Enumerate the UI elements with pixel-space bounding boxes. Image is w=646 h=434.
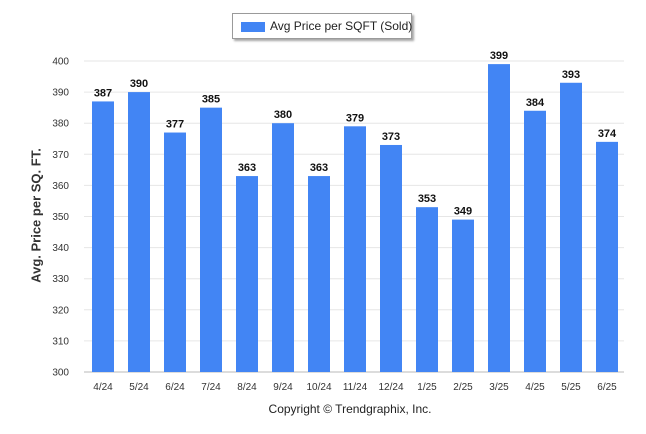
data-label: 399 — [490, 50, 508, 62]
data-label: 393 — [562, 69, 580, 81]
y-tick-label: 400 — [52, 57, 69, 68]
y-tick-label: 340 — [52, 243, 69, 254]
y-tick-label: 360 — [52, 181, 69, 192]
x-tick-label: 5/24 — [129, 382, 149, 393]
data-label: 374 — [598, 128, 617, 140]
copyright-text: Copyright © Trendgraphix, Inc. — [268, 402, 432, 416]
y-tick-label: 300 — [52, 368, 69, 379]
data-label: 349 — [454, 206, 472, 218]
x-tick-label: 9/24 — [273, 382, 293, 393]
bar — [524, 110, 546, 372]
data-label: 385 — [202, 94, 220, 106]
data-label: 387 — [94, 87, 112, 99]
y-tick-label: 390 — [52, 88, 69, 99]
data-labels: 387 390 377 385 363 380 363 379 373 353 349 399 384 3… — [94, 50, 617, 218]
bar — [344, 126, 366, 372]
y-tick-label: 350 — [52, 212, 69, 223]
bar — [560, 82, 582, 373]
data-label: 384 — [526, 97, 545, 109]
data-label: 379 — [346, 112, 364, 124]
bar — [92, 101, 114, 373]
x-tick-label: 7/24 — [201, 382, 221, 393]
bar — [236, 176, 258, 372]
y-axis-ticks: 300 310 320 330 340 350 360 370 380 390 400 — [52, 57, 69, 379]
data-label: 390 — [130, 78, 148, 90]
data-label: 363 — [310, 162, 328, 174]
x-tick-label: 8/24 — [237, 382, 257, 393]
x-tick-label: 4/24 — [93, 382, 113, 393]
y-tick-label: 330 — [52, 274, 69, 285]
bar — [380, 144, 402, 372]
x-tick-label: 10/24 — [306, 382, 331, 393]
data-label: 380 — [274, 109, 292, 121]
bar — [488, 64, 510, 373]
bar — [596, 141, 618, 372]
bar — [272, 123, 294, 372]
x-tick-label: 5/25 — [561, 382, 581, 393]
y-axis-label: Avg. Price per SQ. FT. — [28, 148, 44, 283]
x-tick-label: 11/24 — [343, 382, 368, 393]
x-tick-label: 6/24 — [165, 382, 185, 393]
legend-swatch — [241, 22, 265, 32]
data-label: 373 — [382, 131, 400, 143]
y-tick-label: 380 — [52, 119, 69, 130]
bars — [92, 64, 618, 373]
data-label: 377 — [166, 119, 184, 131]
bar — [164, 132, 186, 372]
x-tick-label: 2/25 — [453, 382, 473, 393]
legend-label: Avg Price per SQFT (Sold) — [270, 19, 413, 33]
y-tick-label: 310 — [52, 336, 69, 347]
y-tick-label: 370 — [52, 150, 69, 161]
legend[interactable]: Avg Price per SQFT (Sold) — [232, 13, 412, 39]
bar — [128, 92, 150, 372]
bar — [416, 207, 438, 372]
bar — [452, 219, 474, 372]
bar — [308, 176, 330, 372]
x-tick-label: 4/25 — [525, 382, 545, 393]
data-label: 353 — [418, 193, 436, 205]
x-tick-label: 12/24 — [378, 382, 403, 393]
x-axis-ticks: 4/24 5/24 6/24 7/24 8/24 9/24 10/24 11/24 12/24 1… — [93, 382, 617, 393]
y-tick-label: 320 — [52, 305, 69, 316]
data-label: 363 — [238, 162, 256, 174]
x-tick-label: 1/25 — [417, 382, 437, 393]
x-tick-label: 3/25 — [489, 382, 509, 393]
bar — [200, 107, 222, 373]
x-tick-label: 6/25 — [597, 382, 617, 393]
